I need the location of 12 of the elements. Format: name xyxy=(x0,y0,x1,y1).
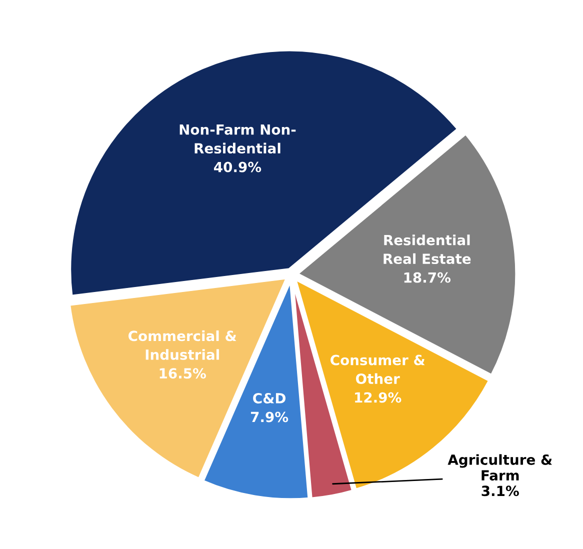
data-label: 3.1% xyxy=(482,486,519,496)
slice-label: Agriculture & Farm xyxy=(448,454,552,481)
data-label: 7.9% xyxy=(250,412,288,422)
data-label: 16.5% xyxy=(160,368,206,379)
slice-label: Residential Real Estate xyxy=(384,234,471,264)
data-label: 18.7% xyxy=(404,272,451,283)
data-label: 12.9% xyxy=(355,392,402,403)
slice-label: Commercial & Industrial xyxy=(128,330,236,360)
slice-label: Consumer & Other xyxy=(330,354,425,384)
slice-label: Non-Farm Non- Residential xyxy=(180,124,296,154)
slice-label: C&D xyxy=(253,392,286,404)
data-label: 40.9% xyxy=(214,162,262,172)
